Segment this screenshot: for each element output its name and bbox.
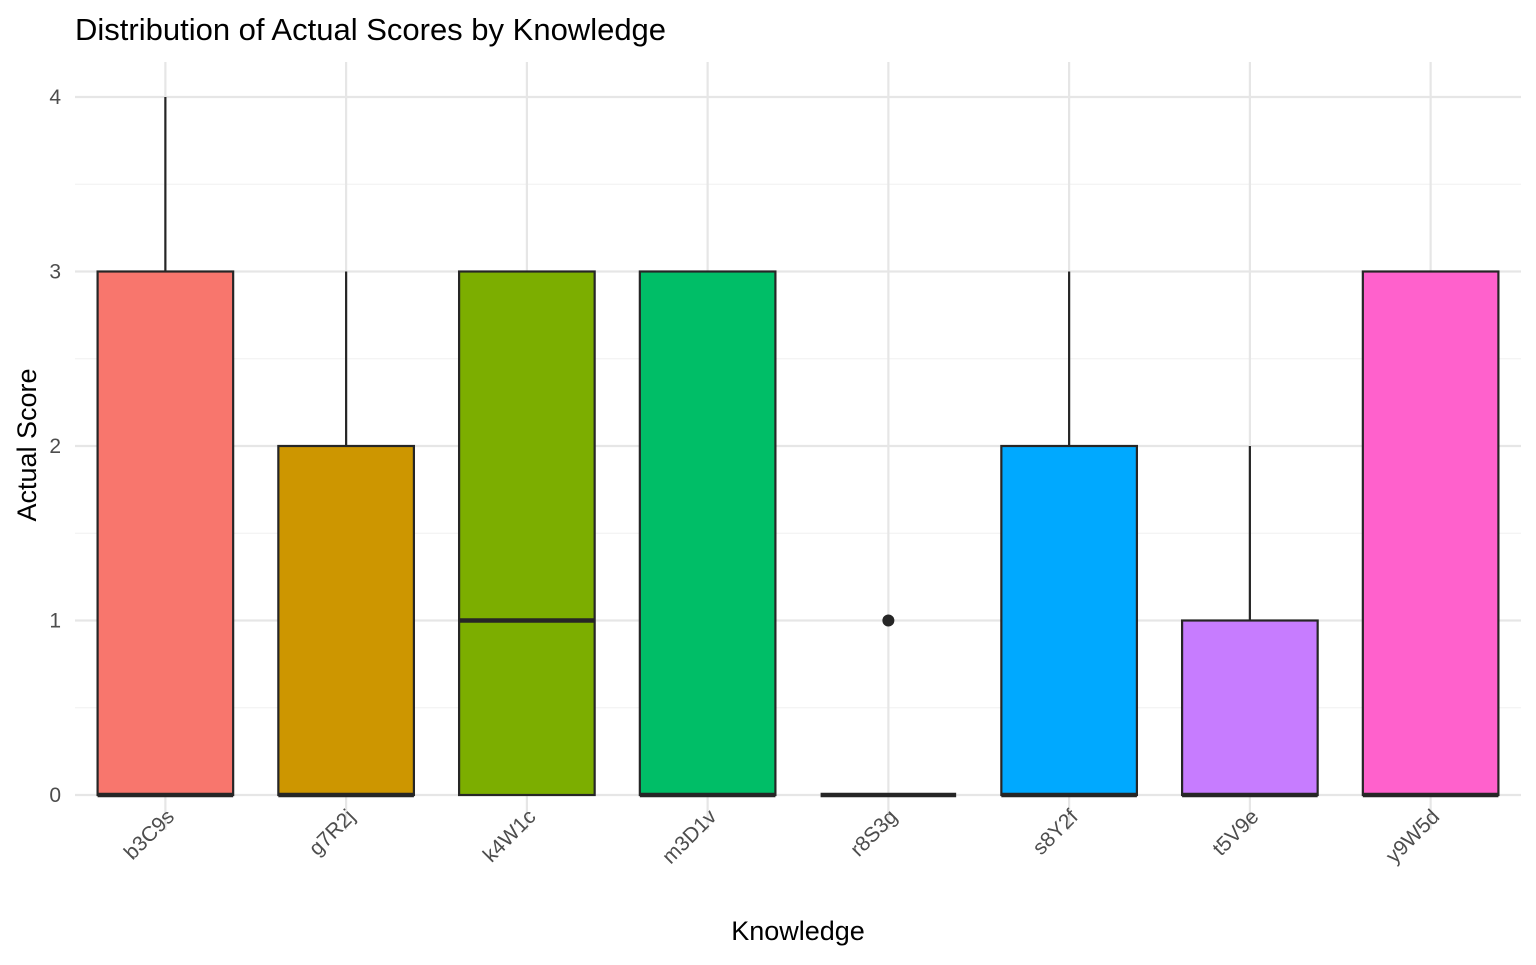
box-t5V9e (1180, 446, 1319, 798)
box-g7R2j (277, 271, 416, 798)
x-tick-label: g7R2j (305, 805, 360, 860)
y-tick-label: 2 (49, 435, 61, 458)
box-body (638, 270, 777, 797)
y-tick-label: 1 (49, 610, 61, 633)
y-tick-label: 3 (49, 261, 61, 284)
box-s8Y2f (1000, 271, 1139, 798)
x-tick-label: k4W1c (479, 805, 541, 867)
box-body (1180, 619, 1319, 797)
chart-title: Distribution of Actual Scores by Knowled… (75, 12, 666, 47)
x-tick-label: y9W5d (1382, 805, 1444, 867)
box-body (277, 444, 416, 797)
box-b3C9s (96, 97, 235, 798)
box-body (1361, 270, 1500, 797)
boxes-layer (96, 97, 1500, 798)
y-tick-label: 0 (49, 784, 61, 807)
x-axis-title: Knowledge (731, 916, 865, 946)
box-r8S3g (820, 614, 957, 798)
box-m3D1v (638, 270, 777, 798)
y-tick-labels: 0 1 2 3 4 (49, 86, 61, 807)
x-tick-label: t5V9e (1208, 805, 1263, 860)
box-body (96, 270, 235, 797)
outlier-point (882, 614, 895, 627)
box-y9W5d (1361, 270, 1500, 798)
x-tick-label: s8Y2f (1028, 805, 1082, 859)
box-body (1000, 444, 1139, 797)
box-body (457, 270, 596, 797)
x-tick-label: b3C9s (120, 805, 179, 864)
x-tick-label: m3D1v (658, 805, 722, 869)
box-k4W1c (457, 270, 596, 797)
x-tick-labels: b3C9s g7R2j k4W1c m3D1v r8S3g s8Y2f t5V9e y9W5d (120, 805, 1444, 869)
y-tick-label: 4 (49, 86, 61, 109)
x-tick-label: r8S3g (846, 805, 902, 861)
y-axis-title: Actual Score (12, 368, 42, 521)
